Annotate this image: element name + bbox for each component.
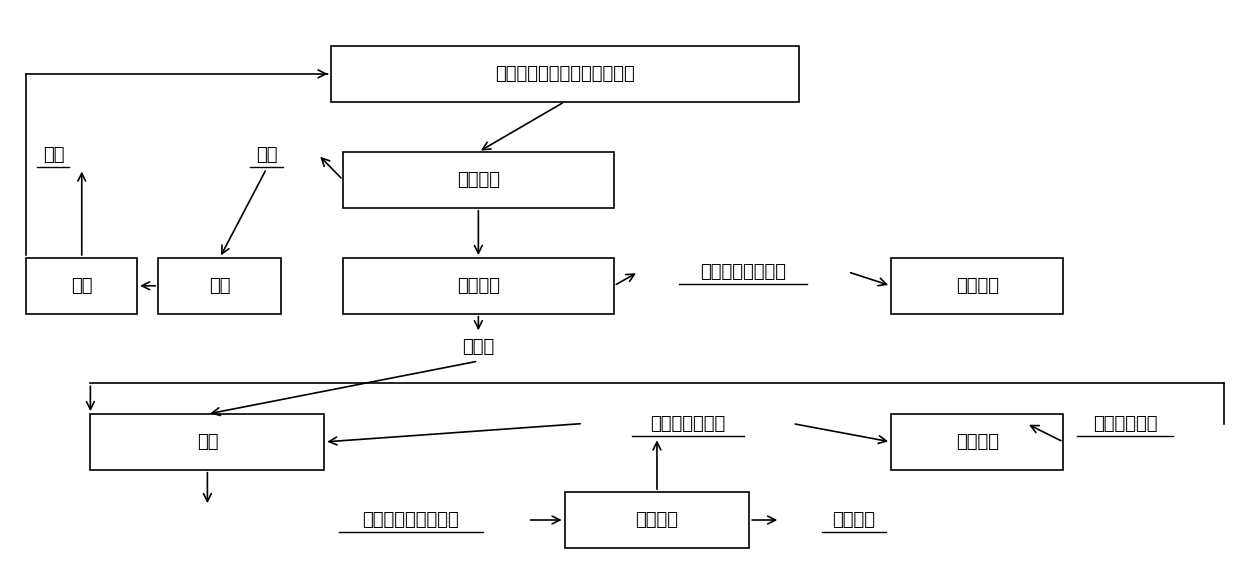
Text: 烟气: 烟气 bbox=[255, 145, 278, 164]
Bar bbox=[343, 258, 614, 314]
Text: 碱浸: 碱浸 bbox=[197, 433, 218, 451]
Text: 焙砂水浸: 焙砂水浸 bbox=[456, 277, 500, 295]
Bar bbox=[331, 46, 799, 102]
Text: 收尘: 收尘 bbox=[210, 277, 231, 295]
Text: 浓硫酸与含如云母矿熏化反应: 浓硫酸与含如云母矿熏化反应 bbox=[495, 65, 635, 83]
Text: 含有钓锂的浸出液: 含有钓锂的浸出液 bbox=[701, 263, 786, 281]
Text: 钓锂回收: 钓锂回收 bbox=[956, 277, 998, 295]
Text: 还原焙烧: 还原焙烧 bbox=[456, 171, 500, 189]
Bar bbox=[91, 414, 325, 470]
Text: 硫酸: 硫酸 bbox=[42, 145, 64, 164]
Text: 含有钓锂铝的浸出液: 含有钓锂铝的浸出液 bbox=[362, 511, 459, 529]
Bar bbox=[892, 258, 1064, 314]
Text: 晶种分解: 晶种分解 bbox=[635, 511, 678, 529]
Bar bbox=[159, 258, 281, 314]
Bar bbox=[343, 152, 614, 208]
Text: 处理后的母液: 处理后的母液 bbox=[1092, 414, 1157, 432]
Text: 钓锂回收: 钓锂回收 bbox=[956, 433, 998, 451]
Text: 氪氧化铝: 氪氧化铝 bbox=[832, 511, 875, 529]
Text: 含有钓锂的母液: 含有钓锂的母液 bbox=[650, 414, 725, 432]
Text: 浸出渣: 浸出渣 bbox=[463, 338, 495, 356]
Bar bbox=[892, 414, 1064, 470]
Text: 制酸: 制酸 bbox=[71, 277, 93, 295]
Bar bbox=[26, 258, 138, 314]
Bar bbox=[564, 492, 749, 548]
